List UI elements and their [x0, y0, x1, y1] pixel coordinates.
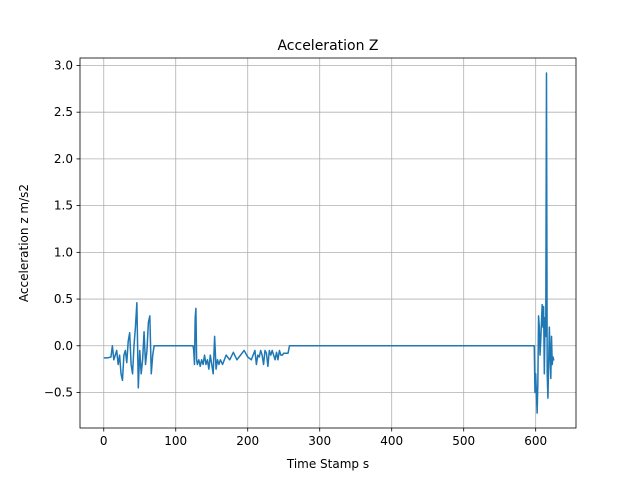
- chart-title: Acceleration Z: [277, 38, 378, 54]
- y-tick-label: 2.0: [54, 152, 73, 166]
- x-tick-label: 100: [164, 434, 187, 448]
- x-axis: 0 100 200 300 400 500 600: [100, 428, 547, 448]
- x-tick-label: 300: [308, 434, 331, 448]
- plot-frame: [79, 57, 577, 429]
- y-tick-label: 2.5: [54, 105, 73, 119]
- y-tick-label: 3.0: [54, 58, 73, 72]
- x-tick-label: 0: [100, 434, 108, 448]
- y-tick-label: 1.5: [54, 199, 73, 213]
- y-axis: −0.5 0.0 0.5 1.0 1.5 2.0 2.5 3.0: [44, 58, 80, 399]
- x-tick-label: 200: [236, 434, 259, 448]
- x-tick-label: 400: [380, 434, 403, 448]
- y-tick-label: −0.5: [44, 385, 73, 399]
- y-tick-label: 0.5: [54, 292, 73, 306]
- x-tick-label: 500: [452, 434, 475, 448]
- plot-area: [103, 72, 555, 414]
- y-axis-label: Acceleration z m/s2: [17, 184, 31, 302]
- y-tick-label: 0.0: [54, 339, 73, 353]
- x-tick-label: 600: [524, 434, 547, 448]
- series-line: [103, 72, 555, 414]
- y-tick-label: 1.0: [54, 245, 73, 259]
- x-axis-label: Time Stamp s: [286, 457, 369, 471]
